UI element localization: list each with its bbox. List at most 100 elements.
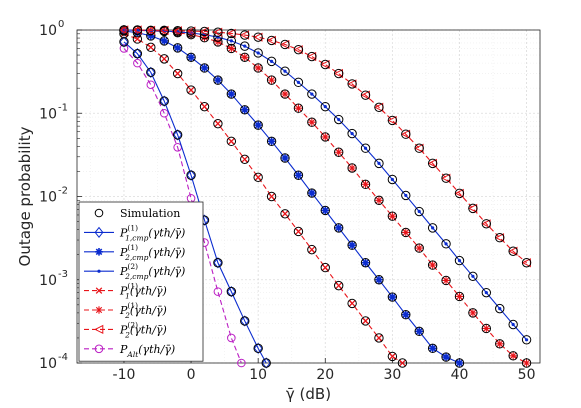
diamond-marker [261, 357, 271, 369]
circle-marker [240, 154, 250, 164]
star-marker [388, 293, 397, 301]
circle-marker [481, 323, 492, 334]
diamond-marker [94, 226, 104, 239]
x-marker [254, 174, 262, 181]
asterisk-marker [509, 352, 517, 360]
circle-marker [427, 158, 438, 169]
x-marker [174, 70, 181, 77]
circle-marker [159, 108, 169, 118]
legend-label: P(1) 1(γth/γ̄) [119, 282, 167, 301]
circle-marker [159, 96, 169, 106]
asterisk-marker [200, 33, 209, 42]
y-axis-label: Outage probability [16, 126, 34, 266]
point-marker [404, 193, 408, 198]
legend-entry-2: P(1) 2,cmp(γth/γ̄) [84, 243, 185, 262]
circle-marker [186, 26, 196, 36]
circle-marker [401, 310, 411, 320]
circle-marker [266, 56, 277, 67]
circle-marker [133, 58, 142, 68]
circle-marker [253, 172, 263, 183]
star-marker [187, 53, 195, 62]
star-marker [401, 310, 410, 319]
legend-label: P(1) 2,cmp(γth/γ̄) [119, 243, 185, 262]
diamond-marker [240, 315, 250, 327]
circle-marker [280, 66, 290, 76]
circle-marker [427, 223, 438, 233]
circle-marker [307, 89, 317, 99]
x-marker [228, 138, 235, 145]
x-marker [348, 300, 356, 307]
circle-marker [521, 335, 532, 345]
point-marker [243, 44, 247, 48]
y-tick-exponent: -4 [58, 352, 68, 363]
asterisk-marker [95, 306, 103, 314]
y-tick-exponent: -3 [58, 269, 68, 280]
circle-marker [240, 30, 250, 40]
circle-marker [226, 89, 237, 99]
x-marker [214, 120, 222, 127]
x-marker [335, 282, 342, 289]
circle-marker [240, 316, 250, 326]
point-marker [511, 322, 515, 327]
series-line [123, 33, 403, 364]
circle-marker [360, 179, 371, 190]
circle-marker [521, 358, 532, 368]
circle-marker [401, 190, 411, 201]
circle-marker [414, 243, 424, 253]
diamond-marker [213, 257, 223, 269]
circle-marker [320, 262, 330, 273]
x-marker [399, 359, 406, 367]
asterisk-marker [388, 212, 397, 220]
series-1 [119, 36, 271, 369]
star-marker [95, 248, 103, 256]
asterisk-marker [361, 180, 370, 189]
circle-marker [159, 54, 169, 64]
asterisk-marker [294, 104, 303, 112]
circle-marker [146, 80, 156, 90]
circle-marker [293, 226, 304, 237]
x-tick-label: 30 [383, 367, 401, 383]
circle-marker [253, 63, 263, 73]
asterisk-marker [308, 118, 316, 127]
legend: Simulation P(1) 1,cmp(γth/γ̄)P(1) 2,cmp(γth… [78, 201, 204, 362]
circle-marker [360, 90, 371, 100]
circle-marker [360, 316, 371, 326]
circle-marker [226, 286, 237, 297]
x-marker [295, 228, 302, 235]
circle-marker [226, 136, 237, 147]
circle-marker [213, 32, 223, 42]
legend-entry-1: P(1) 1,cmp(γth/γ̄) [84, 223, 185, 242]
circle-marker [226, 28, 237, 39]
point-marker [484, 291, 488, 295]
asterisk-marker [522, 359, 531, 367]
point-marker [229, 39, 233, 43]
circle-marker [307, 51, 317, 62]
point-marker [363, 146, 368, 150]
diamond-marker [119, 36, 129, 48]
circle-marker [266, 191, 277, 202]
point-marker [296, 80, 301, 84]
series-line [123, 41, 267, 364]
circle-marker [213, 258, 223, 268]
circle-marker [387, 115, 398, 126]
diamond-marker [132, 48, 142, 60]
asterisk-marker [334, 148, 343, 157]
circle-marker [240, 52, 250, 62]
x-axis-label: γ̄ (dB) [286, 385, 331, 403]
y-tick-label: 10 [39, 23, 57, 39]
legend-label: P(1) 1,cmp(γth/γ̄) [119, 223, 185, 242]
circle-marker [280, 153, 290, 163]
asterisk-marker [375, 196, 383, 205]
asterisk-marker [482, 324, 491, 333]
x-marker [308, 246, 316, 253]
x-marker [281, 210, 289, 218]
circle-marker [146, 25, 156, 36]
circle-marker [213, 75, 223, 85]
star-marker [334, 224, 343, 232]
x-marker [187, 86, 195, 94]
series-2 [119, 29, 408, 368]
x-marker [375, 334, 383, 342]
circle-marker [240, 41, 250, 51]
data-series [119, 25, 532, 369]
circle-marker [293, 170, 304, 180]
